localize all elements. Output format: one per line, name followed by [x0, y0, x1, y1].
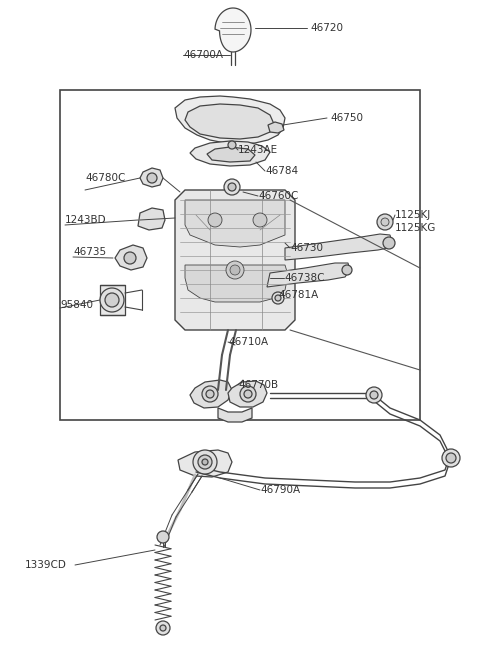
Text: 1243AE: 1243AE [238, 145, 278, 155]
Polygon shape [185, 200, 285, 247]
Circle shape [224, 179, 240, 195]
Circle shape [147, 173, 157, 183]
Polygon shape [218, 408, 252, 422]
Text: 46735: 46735 [73, 247, 106, 257]
Circle shape [208, 213, 222, 227]
Polygon shape [268, 122, 284, 133]
Text: 46720: 46720 [310, 23, 343, 33]
Text: 46738C: 46738C [284, 273, 324, 283]
Circle shape [198, 455, 212, 469]
Circle shape [442, 449, 460, 467]
Circle shape [272, 292, 284, 304]
Polygon shape [267, 263, 350, 287]
Polygon shape [138, 208, 165, 230]
Polygon shape [175, 96, 285, 144]
Polygon shape [285, 234, 392, 260]
Text: 46781A: 46781A [278, 290, 318, 300]
Polygon shape [100, 285, 125, 315]
Circle shape [383, 237, 395, 249]
Polygon shape [115, 245, 147, 270]
Polygon shape [207, 147, 255, 162]
Polygon shape [228, 381, 267, 407]
Circle shape [244, 390, 252, 398]
Circle shape [202, 386, 218, 402]
Text: 95840: 95840 [60, 300, 93, 310]
Text: 46730: 46730 [290, 243, 323, 253]
Circle shape [206, 390, 214, 398]
Text: 1243BD: 1243BD [65, 215, 107, 225]
Text: 46760C: 46760C [258, 191, 299, 201]
Polygon shape [215, 8, 251, 52]
Circle shape [157, 531, 169, 543]
Text: 46710A: 46710A [228, 337, 268, 347]
Polygon shape [178, 450, 232, 477]
Circle shape [377, 214, 393, 230]
Circle shape [228, 141, 236, 149]
Text: 46770B: 46770B [238, 380, 278, 390]
Circle shape [253, 213, 267, 227]
Circle shape [275, 295, 281, 301]
Polygon shape [190, 380, 232, 408]
Text: 46780C: 46780C [85, 173, 125, 183]
Circle shape [381, 218, 389, 226]
Text: 46790A: 46790A [260, 485, 300, 495]
Polygon shape [140, 168, 163, 187]
Circle shape [100, 288, 124, 312]
Polygon shape [175, 190, 295, 330]
Circle shape [342, 265, 352, 275]
Circle shape [240, 386, 256, 402]
Circle shape [226, 261, 244, 279]
Circle shape [193, 450, 217, 474]
Circle shape [105, 293, 119, 307]
Circle shape [202, 459, 208, 465]
Text: 1125KJ: 1125KJ [395, 210, 431, 220]
Circle shape [124, 252, 136, 264]
Text: 1339CD: 1339CD [25, 560, 67, 570]
Circle shape [160, 625, 166, 631]
Circle shape [230, 265, 240, 275]
Bar [60, 90, 420, 420]
Circle shape [370, 391, 378, 399]
Text: 46700A: 46700A [183, 50, 223, 60]
Text: 46784: 46784 [265, 166, 298, 176]
Circle shape [228, 183, 236, 191]
Circle shape [366, 387, 382, 403]
Polygon shape [185, 104, 274, 139]
Text: 46750: 46750 [330, 113, 363, 123]
Polygon shape [185, 265, 288, 302]
Circle shape [446, 453, 456, 463]
Polygon shape [190, 141, 270, 166]
Text: 1125KG: 1125KG [395, 223, 436, 233]
Circle shape [156, 621, 170, 635]
